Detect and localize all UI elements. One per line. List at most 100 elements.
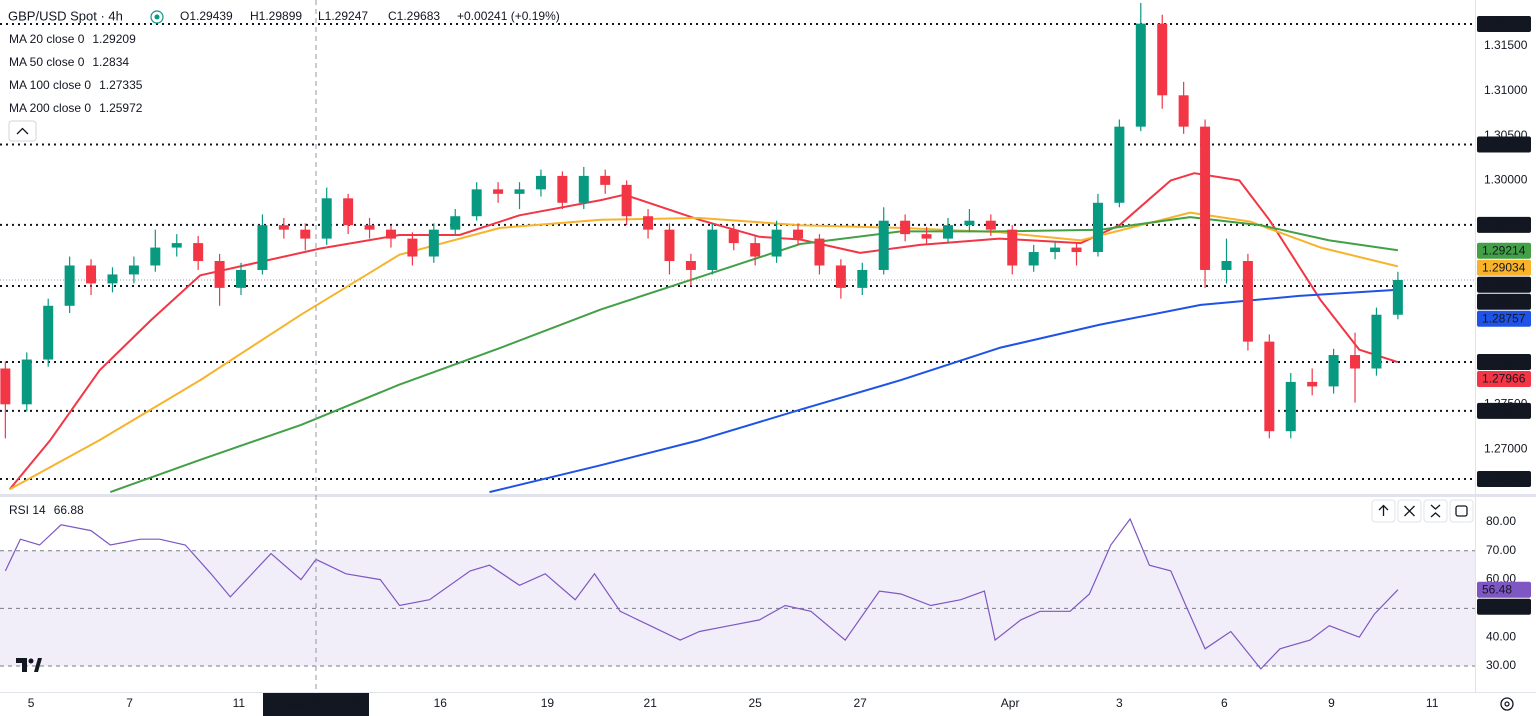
candle-body — [771, 229, 782, 257]
candle-body — [1050, 247, 1061, 253]
rsi-line — [4, 517, 1399, 670]
x-tick-label: 11 — [1426, 696, 1439, 710]
price-label-box — [1477, 598, 1531, 615]
price-label-box — [1477, 471, 1531, 488]
candle-body — [300, 229, 311, 239]
candle-body — [728, 229, 739, 244]
x-tick-label: 27 — [853, 696, 867, 710]
candle-body — [964, 220, 975, 226]
candle-body — [407, 238, 418, 257]
main-pane — [0, 3, 1475, 493]
crosshair-label: 12 Mar '25 12:00 — [268, 697, 365, 711]
ma-legend-name: MA 20 close 0 — [9, 32, 85, 46]
price-label: 1.31746 — [1482, 17, 1526, 31]
x-tick-label: 19 — [541, 696, 555, 710]
price-label-box — [1477, 259, 1531, 276]
legend: GBP/USD Spot · 4h O1.29439 H1.29899 L1.292… — [8, 8, 560, 517]
ma-legend-value: 1.2834 — [92, 55, 129, 69]
logo-part — [16, 658, 27, 672]
candle-body — [1178, 95, 1189, 127]
candle-body — [1007, 229, 1018, 266]
candle-body — [343, 198, 354, 226]
price-label: 51.12 — [1482, 599, 1512, 613]
candle-body — [942, 225, 953, 239]
price-label-box — [1477, 16, 1531, 33]
candle-body — [814, 238, 825, 266]
candle-body — [643, 216, 654, 230]
candle-body — [278, 225, 289, 230]
candle-body — [364, 225, 375, 230]
candle-body — [1028, 252, 1039, 266]
price-label-box — [1477, 581, 1531, 598]
candle-body — [1071, 247, 1082, 253]
collapse-icon — [16, 127, 29, 135]
y-tick-label: 1.31000 — [1484, 83, 1528, 97]
price-label-box — [1477, 354, 1531, 371]
x-tick-label: 7 — [126, 696, 133, 710]
candle-body — [578, 175, 589, 203]
close-icon — [1404, 505, 1415, 517]
logo-part — [34, 658, 42, 672]
candle-body — [171, 243, 182, 248]
candle-body — [600, 175, 611, 185]
pane-buttons — [1371, 499, 1474, 523]
price-label: 1.29034 — [1482, 260, 1526, 274]
crosshair-label-box — [262, 693, 369, 716]
ma-legend-value: 1.27335 — [99, 78, 143, 92]
status-dot — [154, 14, 160, 20]
candle-body — [428, 229, 439, 257]
collapse-button[interactable] — [8, 120, 37, 142]
ma-legend-name: MA 200 close 0 — [9, 101, 91, 115]
collapse-pane-icon — [1430, 504, 1441, 518]
candle-body — [43, 305, 54, 360]
candle-body — [1135, 23, 1146, 127]
price-change: +0.00241 (+0.19%) — [457, 9, 560, 23]
rsi-legend-value: 66.88 — [54, 503, 84, 517]
price-label: 1.28821 — [1482, 294, 1526, 308]
candle-body — [321, 198, 332, 239]
candle-body — [0, 368, 11, 405]
candle-body — [150, 247, 161, 266]
x-tick-label: 21 — [644, 696, 658, 710]
candle-body — [1242, 261, 1253, 342]
settings-icon[interactable] — [1500, 697, 1514, 711]
candle-body — [835, 265, 846, 288]
rsi-tick-label: 70.00 — [1486, 543, 1516, 557]
candle-body — [1350, 355, 1361, 369]
candle-body — [1157, 23, 1168, 96]
ma-legend-name: MA 100 close 0 — [9, 78, 91, 92]
gear-center — [1504, 701, 1510, 707]
collapse-pane-button[interactable] — [1423, 499, 1448, 523]
price-label-box — [1477, 310, 1531, 327]
axes: 1.315001.310001.305001.300001.275001.270… — [28, 16, 1531, 716]
y-tick-label: 1.30000 — [1484, 173, 1528, 187]
price-label: 1.26666 — [1482, 472, 1526, 486]
candle-body — [1221, 261, 1232, 270]
candle-body — [1114, 126, 1125, 203]
price-label-box — [1477, 242, 1531, 259]
candle-body — [236, 269, 247, 288]
candle-body — [685, 261, 696, 270]
candle-body — [1371, 314, 1382, 369]
gear — [1500, 697, 1514, 711]
price-label-box — [1477, 136, 1531, 153]
candle-body — [1092, 202, 1103, 253]
rsi-tick-label: 30.00 — [1486, 658, 1516, 672]
candle-body — [385, 229, 396, 239]
price-label: 1.27972 — [1482, 355, 1526, 369]
maximize-pane-button[interactable] — [1449, 499, 1474, 523]
candle-body — [1264, 341, 1275, 432]
candle-body — [86, 265, 97, 284]
candle-body — [193, 243, 204, 262]
up-icon — [1378, 504, 1389, 516]
x-tick-label: 3 — [1116, 696, 1123, 710]
logo-part — [28, 658, 34, 664]
price-label-box — [1477, 276, 1531, 293]
status-icon — [150, 10, 164, 24]
ma-legend-name: MA 50 close 0 — [9, 55, 85, 69]
price-label: 1.29504 — [1482, 217, 1526, 231]
candle-body — [450, 216, 461, 230]
price-label: 1.27966 — [1482, 372, 1526, 386]
